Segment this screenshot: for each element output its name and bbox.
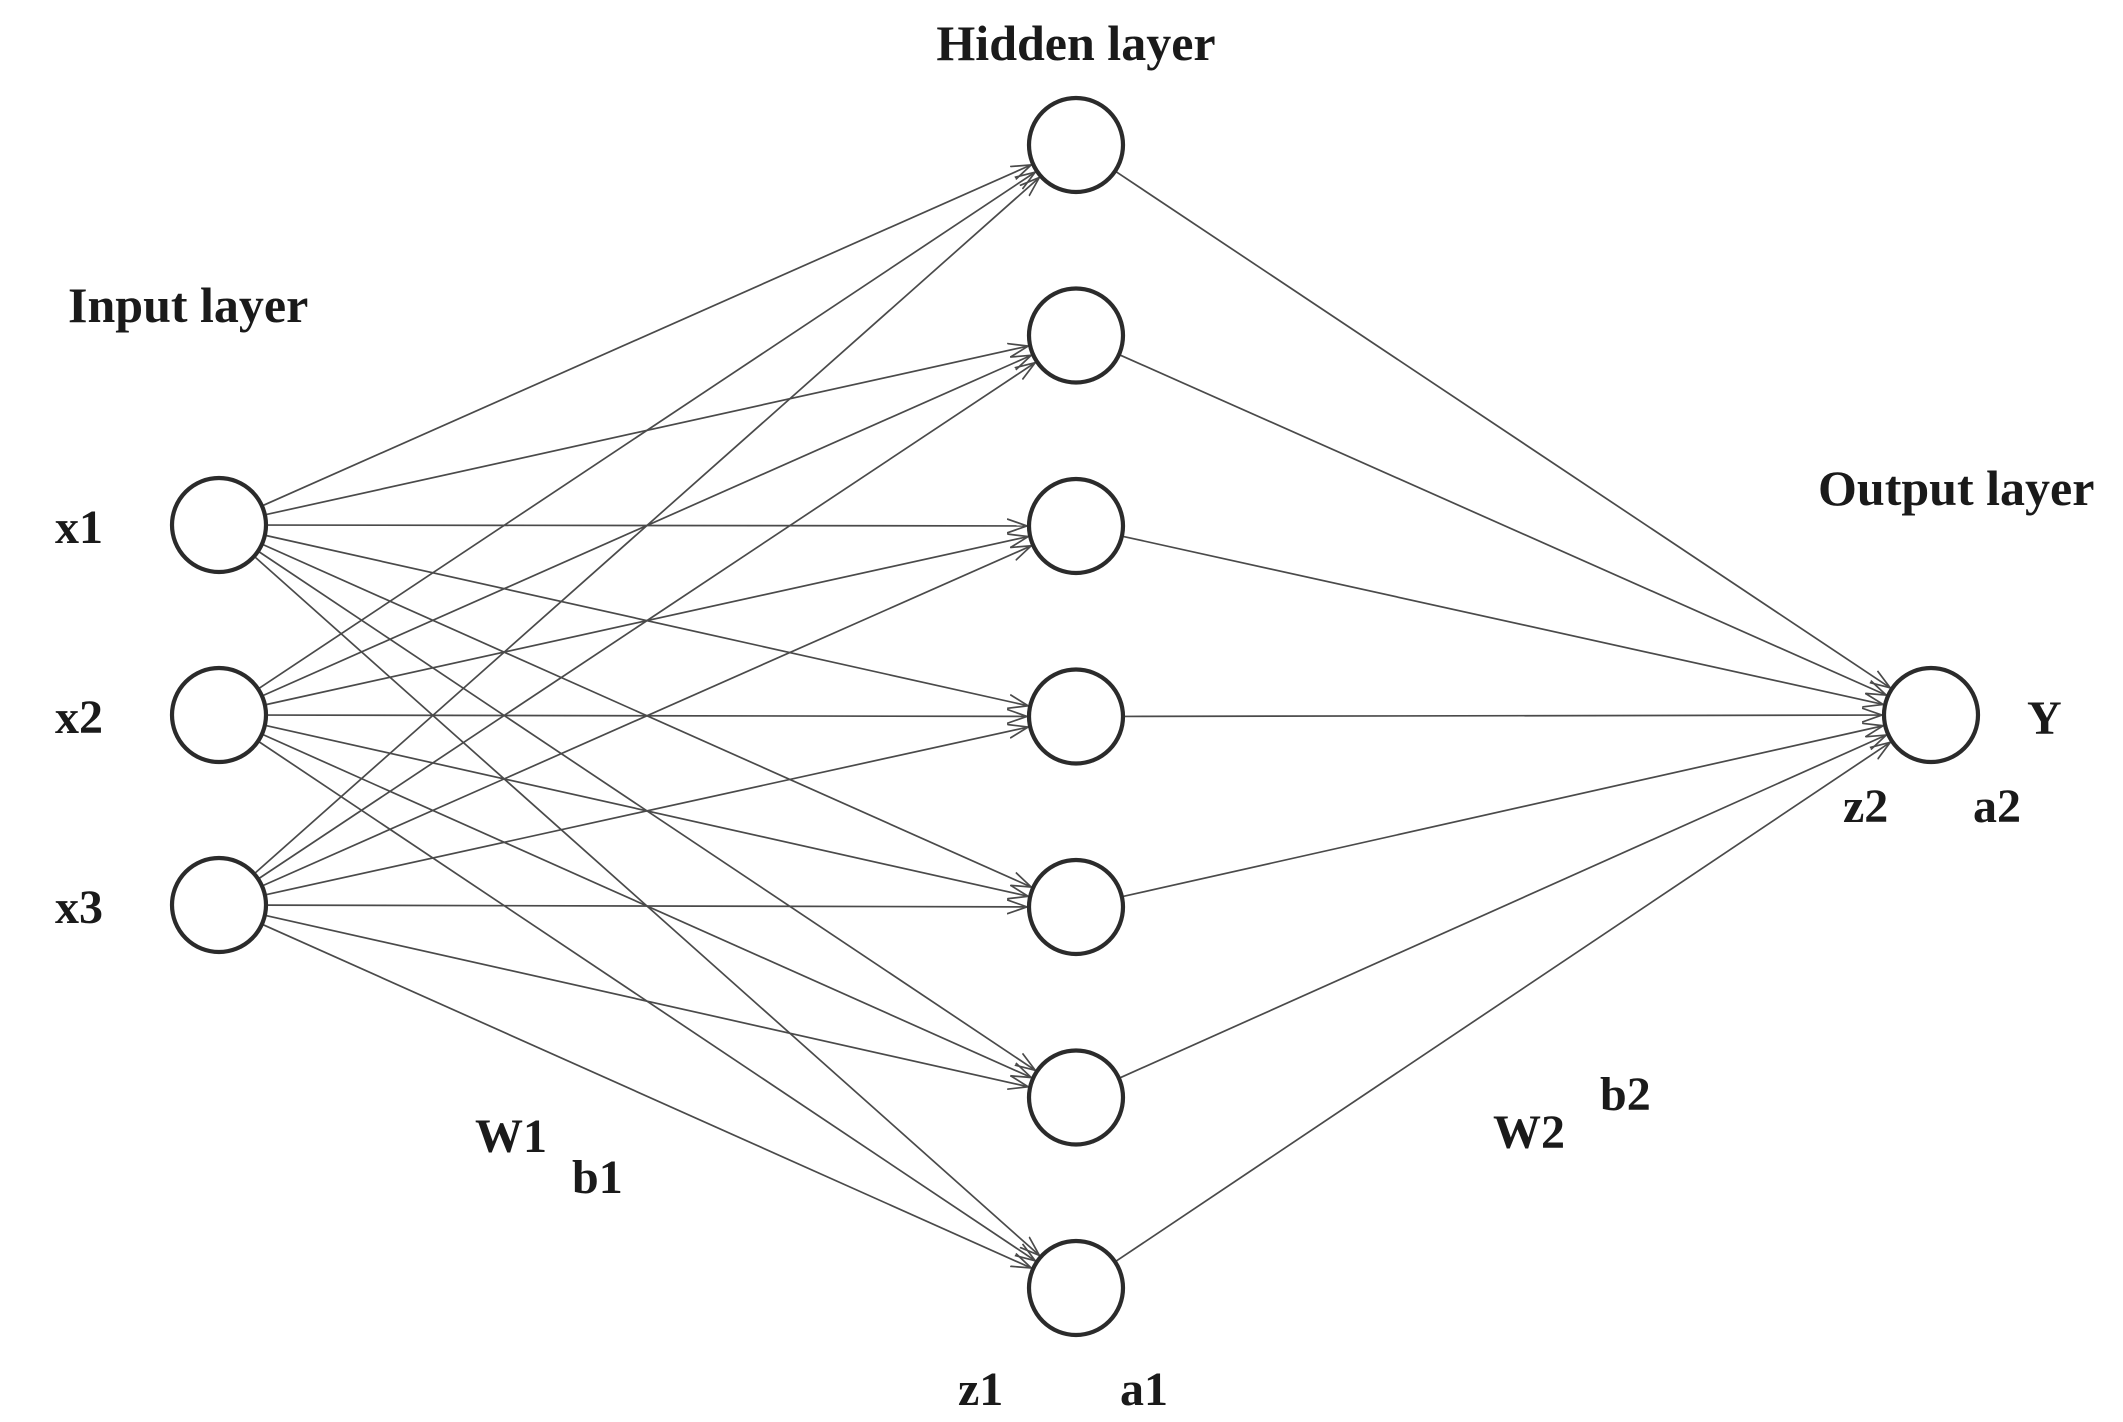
output-z2-label: z2 [1843,780,1888,833]
hidden-a1-label: a1 [1120,1363,1168,1416]
edge-h3-y [1121,535,1883,704]
w1-label: W1 [475,1110,547,1163]
input-label-x1: x1 [55,501,103,554]
input-label-x2: x2 [55,691,103,744]
edge-h1-y [1114,170,1890,688]
hidden-node-5 [1026,857,1126,957]
hidden-node-1 [1026,95,1126,195]
output-label-y: Y [2027,692,2062,745]
output-a2-label: a2 [1973,780,2021,833]
b1-label: b1 [572,1151,623,1204]
hidden-node-3 [1026,476,1126,576]
edge-x3-h3 [261,546,1031,887]
hidden-layer-title: Hidden layer [936,15,1215,71]
edge-x3-h2 [257,363,1035,880]
edge-x2-h1 [257,172,1035,690]
hidden-node-2 [1026,286,1126,385]
w2-label: W2 [1493,1106,1565,1159]
hidden-node-7 [1026,1238,1126,1338]
input-node-x2 [169,665,269,765]
input-node-x3 [169,855,269,955]
edge-h7-y [1114,742,1890,1263]
edge-h2-y [1118,353,1886,696]
edge-x3-h6 [264,914,1028,1086]
input-layer-title: Input layer [68,277,308,333]
hidden-z1-label: z1 [958,1363,1003,1416]
neurons [169,95,1981,1338]
edge-x1-h1 [261,165,1031,507]
edge-x3-h1 [253,178,1039,875]
edge-h5-y [1121,726,1883,898]
input-node-x1 [169,475,269,575]
output-node-y [1881,665,1981,765]
edge-h6-y [1118,735,1886,1080]
output-layer-title: Output layer [1818,460,2094,516]
edge-x3-h4 [264,727,1028,896]
edge-x3-h7 [261,923,1031,1268]
hidden-node-6 [1026,1048,1126,1147]
b2-label: b2 [1600,1068,1651,1121]
hidden-node-4 [1026,667,1126,766]
connections [253,165,1890,1268]
edge-x3-h5 [265,905,1027,907]
input-label-x3: x3 [55,881,103,934]
edge-h4-y [1122,715,1882,716]
